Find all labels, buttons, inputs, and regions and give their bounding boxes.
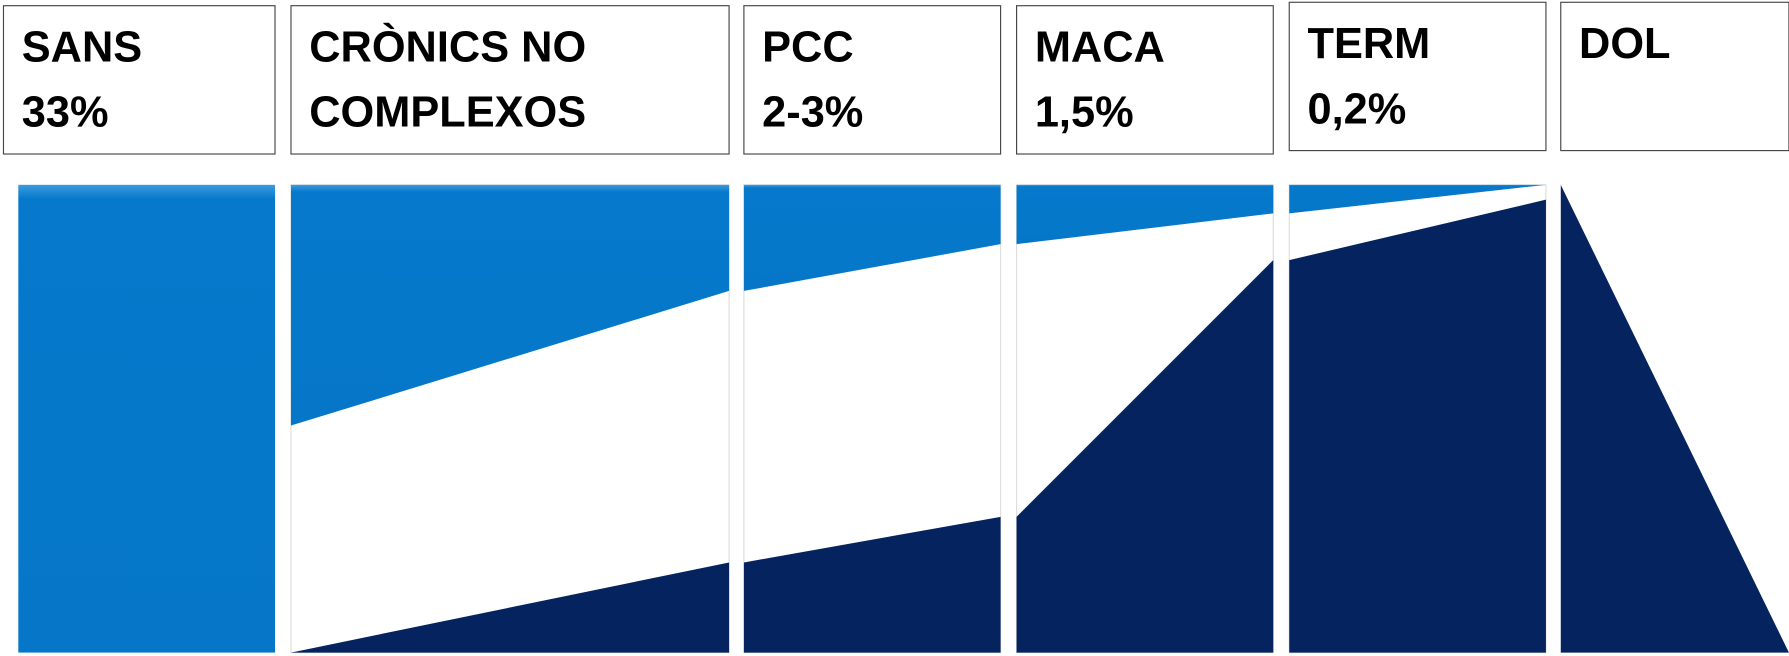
segment-light (743, 184, 1001, 291)
labels: SANS 33% CRÒNICS NO COMPLEXOS PCC 2-3% MACA 1,5… (2, 1, 1789, 155)
label-line: 1,5% (1035, 89, 1134, 137)
label-line: DOL (1579, 20, 1671, 68)
label-line: 0,2% (1307, 85, 1406, 133)
segment-light (18, 184, 276, 653)
segment-dark (1560, 184, 1789, 653)
label-box (1560, 1, 1789, 152)
label-line: MACA (1035, 24, 1165, 72)
label-box (1288, 1, 1547, 152)
label-line: TERM (1307, 20, 1430, 68)
segment-light (1289, 184, 1546, 214)
label-box (2, 5, 276, 155)
label-line: 2-3% (762, 89, 863, 137)
segment-dark (290, 562, 730, 653)
segment-light (1016, 184, 1274, 245)
segment-light (290, 184, 730, 426)
label-line: COMPLEXOS (309, 89, 586, 137)
label-line: PCC (762, 24, 854, 72)
segment-dark (743, 516, 1001, 653)
segment-dark (1016, 260, 1274, 653)
segment-dark (1289, 199, 1546, 653)
label-box (1016, 5, 1274, 155)
label-line: 33% (22, 89, 109, 137)
label-line: CRÒNICS NO (309, 23, 586, 72)
label-line: SANS (22, 24, 142, 72)
label-box (290, 5, 730, 155)
label-box (743, 5, 1002, 155)
